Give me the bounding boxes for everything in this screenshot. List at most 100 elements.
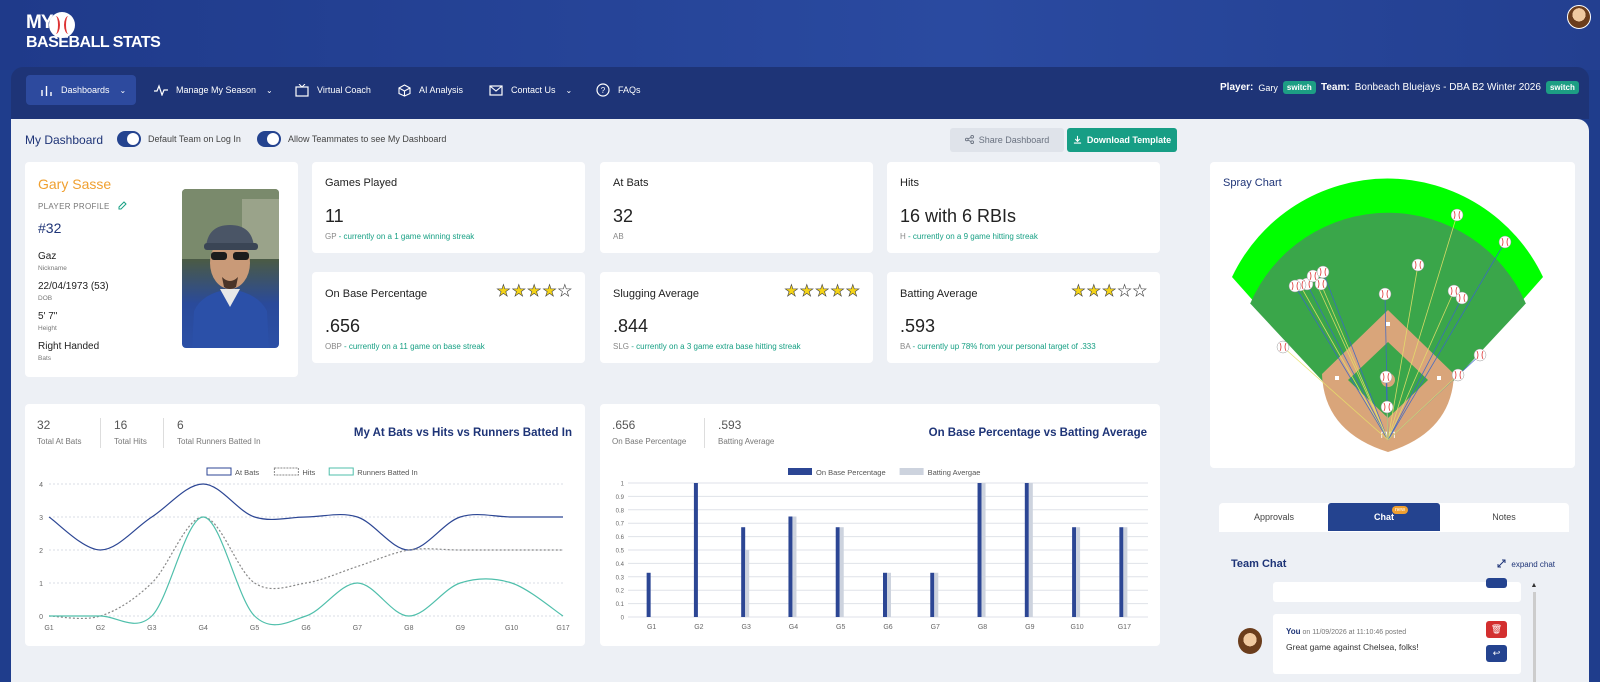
hit-trajectory-line: [1387, 290, 1455, 441]
stat-value: .844: [613, 316, 649, 336]
hit-trajectory-line: [1320, 283, 1389, 441]
obp-vs-ba-chart-card: .656 On Base Percentage .593 Batting Avera…: [600, 404, 1160, 646]
stat-value: 11: [325, 206, 344, 226]
y-tick-label: 0.2: [616, 589, 625, 595]
baseball-ball: [1450, 208, 1464, 222]
app-logo[interactable]: MY BASEBALL STATS: [26, 10, 161, 52]
kpi-divider: [163, 418, 164, 448]
x-tick-label: G8: [978, 624, 987, 631]
baseball-stitches: [1383, 402, 1391, 412]
x-tick-label: G5: [836, 624, 845, 631]
hit-trajectory-line: [1299, 284, 1389, 441]
default-team-toggle[interactable]: [117, 131, 141, 147]
nav-ai-analysis[interactable]: AI Analysis: [383, 75, 477, 105]
legend-swatch: [273, 467, 299, 476]
chat-scrollbar[interactable]: ▲: [1529, 582, 1539, 682]
tab-chat[interactable]: Chat new: [1328, 503, 1440, 531]
star-filled-icon: ★: [1101, 283, 1117, 300]
team-chat-title: Team Chat: [1231, 558, 1287, 570]
baseball-ball: [1316, 265, 1330, 279]
dashboard-main: My Dashboard Default Team on Log In Allo…: [11, 119, 1589, 682]
previous-message: [1273, 578, 1521, 602]
chat-avatar: [1238, 628, 1262, 654]
stat-abbr: AB: [613, 232, 624, 241]
baseball-marker-icon: [1447, 284, 1461, 298]
baseball-marker-icon: [1498, 235, 1512, 249]
nav-contact-us[interactable]: Contact Us ⌄: [475, 75, 586, 105]
hit-trajectory-line: [1312, 275, 1389, 441]
reply-message-button[interactable]: ↩: [1486, 645, 1507, 662]
delete-message-button[interactable]: 🗑: [1486, 621, 1507, 638]
at-bats-hits-rbi-chart-card: 32 Total At Bats 16 Total Hits 6 Total Runn…: [25, 404, 585, 646]
spray-chart: ⊓⊓: [1232, 178, 1543, 453]
nav-ai-analysis-label: AI Analysis: [419, 85, 464, 95]
nav-dashboards[interactable]: Dashboards ⌄: [26, 75, 136, 105]
nav-virtual-coach[interactable]: Virtual Coach: [281, 75, 385, 105]
star-filled-icon: ★: [496, 283, 511, 300]
app-header: MY BASEBALL STATS: [0, 0, 1600, 70]
baseball-stitches: [1309, 271, 1317, 281]
baseball-stitches: [1501, 237, 1509, 247]
stat-title: Slugging Average: [613, 288, 700, 300]
kpi-value: 6: [177, 418, 184, 432]
stat-note: - currently on a 11 game on base streak: [341, 342, 485, 351]
share-dashboard-button[interactable]: Share Dashboard: [950, 128, 1064, 152]
y-tick-label: 4: [39, 482, 43, 489]
side-tabs: Approvals Chat new Notes: [1219, 503, 1569, 533]
stat-note: - currently on a 9 game hitting streak: [905, 232, 1038, 241]
y-tick-label: 0.8: [616, 508, 625, 514]
stat-value: 32: [613, 206, 634, 226]
kpi-label: Total Runners Batted In: [177, 437, 261, 446]
download-template-button[interactable]: Download Template: [1067, 128, 1177, 152]
spray-chart-title: Spray Chart: [1223, 177, 1282, 189]
team-label: Team:: [1321, 82, 1350, 93]
switch-team-button[interactable]: switch: [1545, 81, 1579, 94]
x-tick-label: G9: [456, 625, 465, 632]
reply-button[interactable]: [1486, 578, 1507, 588]
switch-player-button[interactable]: switch: [1282, 81, 1316, 94]
baseball-marker-icon: [1276, 340, 1290, 354]
reply-icon: ↩: [1492, 648, 1501, 658]
hit-trajectory-line: [1306, 283, 1389, 441]
baseball-marker-icon: [1288, 279, 1302, 293]
y-tick-label: 2: [39, 548, 43, 555]
baseball-stitches: [1319, 267, 1327, 277]
tab-notes[interactable]: Notes: [1492, 512, 1516, 522]
stat-note: - currently on a 3 game extra base hitti…: [629, 342, 801, 351]
first-base: [1437, 376, 1441, 380]
hit-trajectory-line: [1387, 374, 1459, 441]
bar-1: [1076, 527, 1081, 617]
height-value: 5' 7": [38, 311, 58, 322]
x-tick-label: G17: [1118, 624, 1131, 631]
baseball-marker-icon: [1450, 208, 1464, 222]
kpi-label: Batting Average: [718, 437, 775, 446]
logo-text-my: MY: [26, 12, 53, 33]
tab-approvals[interactable]: Approvals: [1253, 512, 1295, 522]
series-line-1: [48, 516, 563, 620]
baseball-ball: [1276, 340, 1290, 354]
y-tick-label: 0.7: [616, 522, 625, 528]
x-tick-label: G6: [301, 625, 310, 632]
star-filled-icon: ★: [799, 283, 814, 300]
baseball-ball: [1498, 235, 1512, 249]
nav-manage-my-season[interactable]: Manage My Season ⌄: [140, 75, 287, 105]
legend-swatch: [788, 468, 812, 475]
edit-icon[interactable]: [118, 200, 128, 212]
allow-teammates-toggle[interactable]: [257, 131, 281, 147]
team-name: Bonbeach Bluejays - DBA B2 Winter 2026: [1354, 82, 1541, 93]
bar-1: [934, 572, 939, 617]
bar-0: [693, 483, 698, 617]
x-tick-label: G5: [250, 625, 259, 632]
chevron-down-icon: ⌄: [266, 85, 273, 95]
chevron-down-icon: ⌄: [565, 85, 573, 95]
baseball-stitches: [1381, 289, 1389, 299]
player-profile-label: PLAYER PROFILE: [38, 201, 110, 211]
legend-label: At Bats: [235, 468, 259, 477]
x-tick-label: G9: [1025, 624, 1034, 631]
star-filled-icon: ★: [830, 283, 845, 300]
player-label: Player:: [1220, 82, 1254, 93]
nav-faqs[interactable]: ? FAQs: [582, 75, 655, 105]
user-avatar[interactable]: [1567, 5, 1591, 29]
expand-chat-button[interactable]: expand chat: [1497, 559, 1555, 570]
stat-title: Batting Average: [900, 288, 978, 300]
